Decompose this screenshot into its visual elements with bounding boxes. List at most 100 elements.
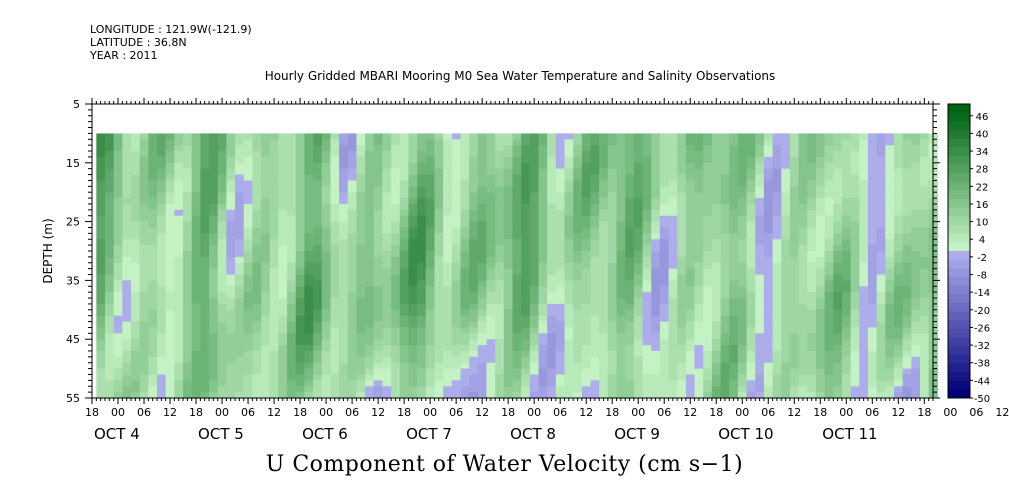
heatmap-cell — [261, 386, 271, 393]
heatmap-cell — [287, 215, 297, 223]
heatmap-cell — [755, 215, 765, 223]
heatmap-cell — [573, 392, 583, 399]
heatmap-cell — [148, 374, 158, 381]
heatmap-cell — [295, 251, 306, 258]
heatmap-cell — [512, 198, 522, 205]
heatmap-cell — [512, 256, 522, 264]
heatmap-cell — [555, 321, 566, 329]
heatmap-cell — [651, 298, 661, 305]
heatmap-cell — [616, 345, 626, 352]
heatmap-cell — [651, 245, 661, 252]
heatmap-cell — [486, 356, 496, 364]
heatmap-cell — [521, 133, 531, 140]
heatmap-cell — [876, 380, 886, 387]
heatmap-cell — [408, 174, 418, 182]
heatmap-cell — [876, 356, 886, 364]
heatmap-cell — [382, 256, 392, 264]
heatmap-cell — [781, 209, 791, 217]
heatmap-cell — [668, 203, 678, 211]
heatmap-cell — [313, 133, 323, 140]
heatmap-cell — [703, 368, 713, 376]
heatmap-cell — [833, 321, 843, 329]
heatmap-cell — [495, 233, 505, 240]
heatmap-cell — [235, 350, 245, 358]
colorbar-swatch — [948, 112, 970, 122]
heatmap-cell — [512, 380, 522, 387]
heatmap-cell — [113, 192, 123, 199]
heatmap-cell — [287, 139, 297, 146]
heatmap-cell — [503, 345, 514, 352]
heatmap-cell — [867, 374, 878, 381]
heatmap-cell — [243, 392, 253, 399]
heatmap-cell — [451, 274, 462, 281]
heatmap-cell — [833, 180, 843, 187]
heatmap-cell — [191, 174, 201, 182]
heatmap-cell — [477, 145, 488, 152]
heatmap-cell — [339, 174, 349, 182]
heatmap-cell — [148, 180, 158, 187]
heatmap-cell — [668, 215, 678, 223]
colorbar-label: -2 — [977, 253, 987, 264]
heatmap-cell — [321, 192, 332, 199]
heatmap-cell — [399, 168, 410, 176]
heatmap-cell — [789, 368, 800, 376]
heatmap-cell — [339, 256, 349, 264]
heatmap-cell — [183, 215, 193, 223]
heatmap-cell — [850, 192, 860, 199]
heatmap-cell — [703, 339, 713, 346]
heatmap-cell — [651, 203, 661, 211]
heatmap-cell — [815, 168, 826, 176]
heatmap-cell — [434, 292, 444, 299]
heatmap-cell — [451, 292, 462, 299]
x-hour-label: 00 — [319, 406, 333, 419]
heatmap-cell — [157, 203, 167, 211]
heatmap-cell — [538, 162, 548, 170]
heatmap-cell — [183, 392, 193, 399]
heatmap-cell — [148, 162, 158, 170]
heatmap-cell — [911, 198, 921, 205]
heatmap-cell — [399, 298, 410, 305]
heatmap-cell — [694, 386, 704, 393]
heatmap-cell — [209, 339, 219, 346]
heatmap-cell — [564, 192, 574, 199]
heatmap-cell — [893, 374, 904, 381]
heatmap-cell — [581, 298, 592, 305]
heatmap-cell — [529, 392, 540, 399]
heatmap-cell — [460, 374, 470, 381]
heatmap-cell — [191, 356, 201, 364]
heatmap-cell — [893, 339, 904, 346]
heatmap-cell — [668, 327, 678, 334]
heatmap-cell — [96, 362, 106, 370]
heatmap-cell — [893, 133, 904, 140]
heatmap-cell — [495, 315, 505, 323]
heatmap-cell — [581, 286, 592, 293]
heatmap-cell — [399, 262, 410, 270]
heatmap-cell — [703, 262, 713, 270]
heatmap-cell — [434, 327, 444, 334]
heatmap-cell — [633, 215, 644, 223]
heatmap-cell — [850, 256, 860, 264]
heatmap-cell — [469, 151, 479, 158]
heatmap-cell — [113, 215, 123, 223]
heatmap-cell — [382, 368, 392, 376]
heatmap-cell — [330, 151, 340, 158]
heatmap-cell — [209, 333, 219, 340]
heatmap-cell — [651, 221, 661, 229]
heatmap-cell — [824, 298, 834, 305]
heatmap-cell — [651, 174, 661, 182]
heatmap-cell — [859, 186, 869, 193]
colorbar-swatch — [948, 190, 970, 200]
heatmap-cell — [105, 298, 115, 305]
heatmap-cell — [313, 221, 323, 229]
heatmap-cell — [417, 221, 427, 229]
heatmap-cell — [313, 386, 323, 393]
heatmap-cell — [165, 380, 175, 387]
heatmap-cell — [781, 321, 791, 329]
heatmap-cell — [486, 203, 496, 211]
heatmap-cell — [685, 350, 696, 358]
heatmap-cell — [668, 368, 678, 376]
heatmap-cell — [850, 251, 860, 258]
colorbar-label: -26 — [974, 323, 990, 334]
heatmap-cell — [815, 151, 826, 158]
heatmap-cell — [287, 327, 297, 334]
